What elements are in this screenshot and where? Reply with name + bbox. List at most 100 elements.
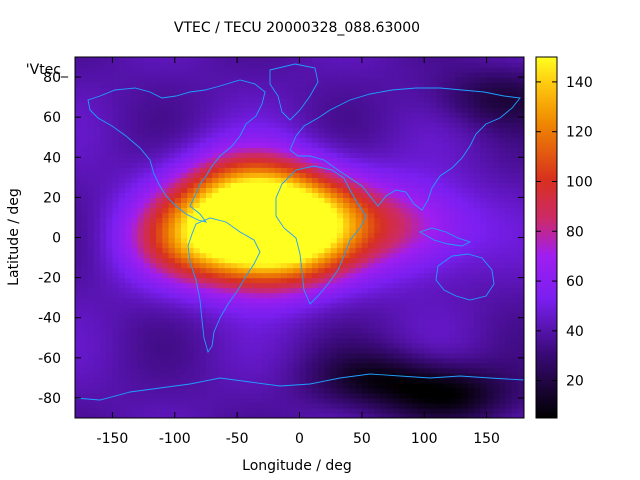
heatmap-cell bbox=[75, 317, 82, 324]
heatmap-cell bbox=[174, 182, 182, 188]
heatmap-cell bbox=[106, 412, 114, 418]
heatmap-cell bbox=[131, 237, 138, 244]
heatmap-cell bbox=[330, 247, 338, 254]
heatmap-cell bbox=[343, 287, 350, 294]
heatmap-cell bbox=[99, 332, 107, 339]
heatmap-cell bbox=[174, 342, 182, 349]
heatmap-cell bbox=[393, 137, 400, 143]
heatmap-cell bbox=[99, 317, 107, 324]
heatmap-cell bbox=[280, 307, 288, 314]
heatmap-cell bbox=[430, 137, 438, 143]
heatmap-cell bbox=[305, 237, 313, 244]
heatmap-cell bbox=[436, 322, 444, 329]
heatmap-cell bbox=[112, 382, 120, 389]
heatmap-cell bbox=[361, 162, 369, 168]
heatmap-cell bbox=[255, 272, 263, 279]
heatmap-cell bbox=[467, 132, 475, 138]
heatmap-cell bbox=[137, 412, 145, 418]
heatmap-cell bbox=[243, 312, 251, 319]
heatmap-cell bbox=[449, 282, 457, 289]
heatmap-cell bbox=[430, 267, 438, 274]
heatmap-cell bbox=[280, 77, 288, 83]
heatmap-cell bbox=[280, 312, 288, 319]
heatmap-cell bbox=[461, 82, 469, 88]
heatmap-cell bbox=[137, 127, 145, 133]
heatmap-cell bbox=[430, 207, 438, 214]
heatmap-cell bbox=[87, 87, 95, 93]
heatmap-cell bbox=[162, 232, 170, 239]
heatmap-cell bbox=[149, 247, 157, 254]
heatmap-cell bbox=[474, 132, 481, 138]
heatmap-cell bbox=[255, 347, 263, 354]
heatmap-cell bbox=[467, 327, 475, 334]
heatmap-cell bbox=[467, 272, 475, 279]
heatmap-cell bbox=[417, 82, 425, 88]
heatmap-cell bbox=[380, 142, 388, 148]
heatmap-cell bbox=[293, 387, 301, 394]
heatmap-cell bbox=[361, 202, 369, 209]
heatmap-cell bbox=[168, 192, 176, 198]
heatmap-cell bbox=[143, 252, 151, 259]
heatmap-cell bbox=[93, 142, 101, 148]
heatmap-cell bbox=[131, 307, 138, 314]
heatmap-cell bbox=[199, 67, 207, 73]
heatmap-cell bbox=[124, 287, 132, 294]
heatmap-cell bbox=[181, 232, 188, 239]
heatmap-cell bbox=[311, 342, 319, 349]
heatmap-cell bbox=[168, 257, 176, 264]
heatmap-cell bbox=[274, 317, 282, 324]
heatmap-cell bbox=[474, 117, 481, 123]
heatmap-cell bbox=[118, 412, 126, 418]
heatmap-cell bbox=[436, 122, 444, 128]
heatmap-cell bbox=[399, 97, 407, 103]
heatmap-cell bbox=[492, 272, 500, 279]
heatmap-cell bbox=[386, 207, 394, 214]
heatmap-cell bbox=[305, 182, 313, 188]
heatmap-cell bbox=[480, 207, 488, 214]
heatmap-cell bbox=[262, 337, 269, 344]
heatmap-cell bbox=[330, 267, 338, 274]
heatmap-cell bbox=[93, 372, 101, 379]
heatmap-cell bbox=[399, 202, 407, 209]
heatmap-cell bbox=[424, 232, 432, 239]
heatmap-cell bbox=[230, 347, 238, 354]
heatmap-cell bbox=[480, 157, 488, 163]
heatmap-cell bbox=[336, 222, 344, 229]
heatmap-cell bbox=[274, 152, 282, 158]
heatmap-cell bbox=[368, 252, 375, 259]
heatmap-cell bbox=[305, 322, 313, 329]
heatmap-cell bbox=[467, 397, 475, 404]
heatmap-cell bbox=[499, 292, 506, 299]
heatmap-cell bbox=[224, 272, 232, 279]
heatmap-cell bbox=[162, 137, 170, 143]
heatmap-cell bbox=[330, 237, 338, 244]
heatmap-cell bbox=[193, 172, 201, 178]
heatmap-cell bbox=[474, 377, 481, 384]
heatmap-cell bbox=[181, 257, 188, 264]
heatmap-cell bbox=[199, 92, 207, 98]
heatmap-cell bbox=[355, 92, 363, 98]
heatmap-cell bbox=[299, 242, 307, 249]
heatmap-cell bbox=[474, 152, 481, 158]
heatmap-cell bbox=[106, 312, 114, 319]
heatmap-cell bbox=[336, 177, 344, 183]
heatmap-cell bbox=[492, 147, 500, 153]
heatmap-cell bbox=[131, 377, 138, 384]
heatmap-cell bbox=[274, 367, 282, 374]
heatmap-cell bbox=[424, 412, 432, 418]
heatmap-cell bbox=[162, 247, 170, 254]
heatmap-cell bbox=[355, 352, 363, 359]
heatmap-cell bbox=[405, 352, 413, 359]
heatmap-cell bbox=[193, 152, 201, 158]
heatmap-cell bbox=[149, 252, 157, 259]
heatmap-cell bbox=[361, 372, 369, 379]
heatmap-cell bbox=[424, 312, 432, 319]
heatmap-cell bbox=[424, 167, 432, 173]
heatmap-cell bbox=[212, 152, 220, 158]
heatmap-cell bbox=[181, 142, 188, 148]
heatmap-cell bbox=[249, 187, 257, 193]
heatmap-cell bbox=[205, 407, 213, 414]
heatmap-cell bbox=[162, 357, 170, 364]
heatmap-cell bbox=[118, 212, 126, 219]
heatmap-cell bbox=[187, 392, 195, 399]
